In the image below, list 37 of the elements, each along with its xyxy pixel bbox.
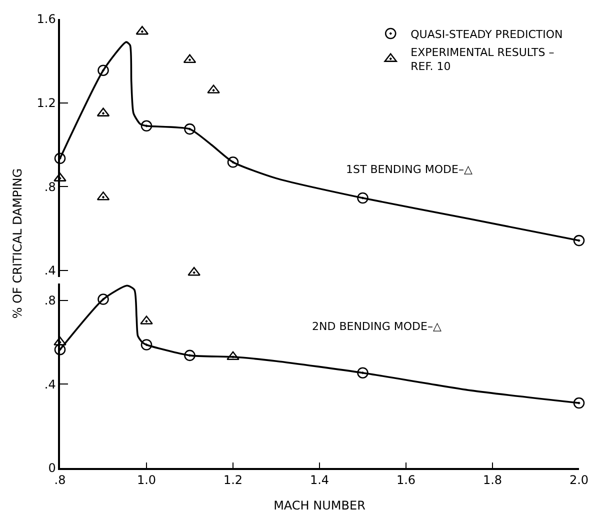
- y-tick-label: .4: [44, 264, 56, 278]
- legend-label: QUASI-STEADY PREDICTION: [410, 28, 563, 41]
- x-tick-label: 1.6: [396, 473, 416, 488]
- point: [184, 123, 196, 135]
- y-tick-label: 0: [48, 461, 56, 476]
- point: [54, 344, 66, 356]
- y-tick-label: 1.2: [36, 96, 56, 110]
- point: [140, 120, 152, 132]
- point: [573, 234, 585, 246]
- point: [227, 156, 239, 168]
- point: [573, 397, 585, 409]
- point: [184, 350, 196, 362]
- point: [98, 294, 109, 305]
- x-axis-title: MACH NUMBER: [274, 498, 366, 513]
- point: [140, 339, 152, 350]
- point: [54, 152, 66, 164]
- x-tick-label: 1.2: [223, 473, 243, 488]
- y-tick-label: .4: [44, 377, 56, 392]
- annotation: 2ND BENDING MODE–△: [312, 320, 442, 333]
- y-tick-label: 1.6: [36, 12, 56, 26]
- y-tick-label: .8: [44, 294, 56, 308]
- y-axis-title: % OF CRITICAL DAMPING: [10, 168, 25, 319]
- legend-label: EXPERIMENTAL RESULTS – REF. 10: [410, 46, 554, 74]
- x-tick-label: 1.8: [482, 473, 502, 488]
- point: [183, 54, 196, 64]
- annotation: 1ST BENDING MODE–△: [346, 163, 473, 176]
- x-tick-label: 2.0: [569, 473, 589, 488]
- x-tick-label: 1.4: [310, 473, 330, 488]
- y-tick-label: .8: [44, 180, 56, 194]
- point: [188, 266, 200, 276]
- point: [226, 351, 240, 360]
- point: [357, 367, 368, 378]
- x-tick-label: 1.0: [136, 473, 156, 488]
- point: [357, 192, 368, 204]
- point: [136, 26, 149, 35]
- x-tick-label: .8: [54, 473, 66, 488]
- point: [98, 64, 109, 76]
